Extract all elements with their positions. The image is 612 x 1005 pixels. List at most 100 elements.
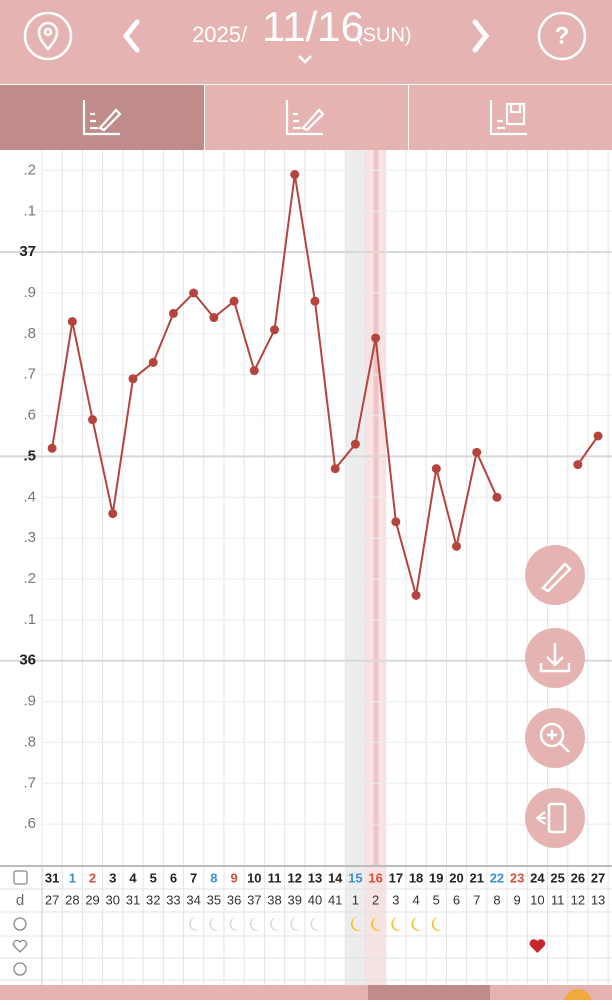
date-label: 23	[510, 870, 524, 885]
cycle-day: 34	[186, 892, 200, 907]
date-label: 18	[409, 870, 423, 885]
date-label: 31	[45, 870, 59, 885]
cycle-day: 37	[247, 892, 261, 907]
date-label: 1	[69, 870, 76, 885]
cycle-day: 33	[166, 892, 180, 907]
moon-icon	[371, 917, 382, 931]
cycle-day: 40	[308, 892, 322, 907]
weekday: (SUN)	[356, 24, 412, 46]
date-label: 8	[210, 870, 217, 885]
cycle-day: 11	[551, 892, 565, 907]
temperature-point	[189, 288, 199, 298]
row-label: d	[16, 892, 24, 909]
zoom-button[interactable]	[525, 708, 585, 768]
day-table: d312712822933043153263373483593610371138…	[0, 865, 612, 985]
temperature-point	[593, 431, 603, 441]
help-icon: ?	[555, 22, 570, 49]
y-tick-label: .3	[23, 529, 36, 546]
edit-button[interactable]	[525, 545, 585, 605]
tab-selected[interactable]	[0, 85, 204, 150]
date-label: 2	[89, 870, 96, 885]
date-label: 4	[129, 870, 137, 885]
temperature-point	[310, 296, 320, 306]
cycle-day: 8	[493, 892, 500, 907]
temperature-point	[573, 460, 583, 470]
cycle-day: 30	[106, 892, 120, 907]
moon-icon	[431, 917, 443, 931]
date-label: 17	[389, 870, 403, 885]
date-label: 6	[170, 870, 177, 885]
cycle-day: 39	[288, 892, 302, 907]
y-tick-label: 36	[19, 652, 36, 669]
moon-icon	[249, 917, 261, 931]
moon-icon	[290, 917, 301, 931]
tab[interactable]	[205, 85, 408, 150]
y-tick-label: .7	[23, 366, 36, 383]
date-label: 5	[150, 870, 157, 885]
temperature-point	[88, 415, 98, 425]
date-label: 21	[469, 870, 483, 885]
cycle-day: 3	[392, 892, 399, 907]
date-label: 9	[230, 870, 237, 885]
temperature-point	[67, 317, 77, 327]
location-button[interactable]	[23, 11, 73, 61]
date-label: 14	[328, 870, 343, 885]
heart-mark	[529, 939, 546, 953]
y-tick-label: .6	[23, 407, 36, 424]
cycle-day: 28	[65, 892, 79, 907]
y-tick-label: 37	[19, 243, 36, 260]
date-label: 7	[190, 870, 197, 885]
y-tick-label: .9	[23, 693, 36, 710]
cycle-day: 31	[126, 892, 140, 907]
date-label: 26	[571, 870, 585, 885]
date[interactable]: 11/16	[262, 3, 364, 50]
cycle-day: 32	[146, 892, 160, 907]
tab[interactable]	[409, 85, 612, 150]
target-icon	[13, 917, 27, 931]
y-tick-label: .2	[23, 570, 36, 587]
y-tick-label: .2	[23, 161, 36, 178]
cycle-day: 6	[453, 892, 460, 907]
header-bar	[0, 0, 612, 84]
date-label: 3	[109, 870, 116, 885]
cycle-day: 41	[328, 892, 342, 907]
prev-button[interactable]	[122, 19, 140, 53]
temperature-point	[411, 590, 421, 600]
y-tick-label: .6	[23, 815, 36, 832]
moon-icon	[411, 917, 423, 931]
moon-icon	[310, 917, 321, 931]
y-tick-label: .7	[23, 774, 36, 791]
y-tick-label: .1	[23, 202, 36, 219]
temperature-point	[391, 517, 401, 527]
cycle-day: 5	[433, 892, 440, 907]
bottom-tab-selected[interactable]	[368, 985, 490, 1000]
cycle-day: 29	[85, 892, 99, 907]
date-label: 22	[490, 870, 504, 885]
y-tick-label: .8	[23, 325, 36, 342]
moon-icon	[209, 917, 220, 931]
moon-icon	[391, 917, 402, 931]
date-dropdown[interactable]	[298, 55, 312, 64]
temperature-point	[330, 464, 340, 474]
download-button[interactable]	[525, 628, 585, 688]
rotate-button[interactable]	[525, 788, 585, 848]
cycle-day: 9	[514, 892, 521, 907]
tab-icons	[82, 100, 527, 136]
temperature-point	[472, 447, 482, 457]
temperature-point	[371, 333, 381, 343]
temperature-point	[249, 366, 259, 376]
date-label: 27	[591, 870, 605, 885]
date-label: 24	[530, 870, 545, 885]
bottom-bar	[0, 985, 612, 1000]
temperature-point	[290, 170, 300, 180]
next-button[interactable]	[472, 19, 490, 53]
cycle-day: 13	[591, 892, 605, 907]
y-tick-label: .9	[23, 284, 36, 301]
help-button[interactable]	[537, 11, 587, 61]
cycle-day: 7	[473, 892, 480, 907]
cycle-day: 12	[571, 892, 585, 907]
temperature-point	[148, 357, 158, 367]
temperature-point	[229, 296, 239, 306]
grid: .6.7.8.936.1.2.3.4.5.6.7.8.937.1.2	[0, 150, 612, 985]
moon-icon	[269, 917, 281, 931]
